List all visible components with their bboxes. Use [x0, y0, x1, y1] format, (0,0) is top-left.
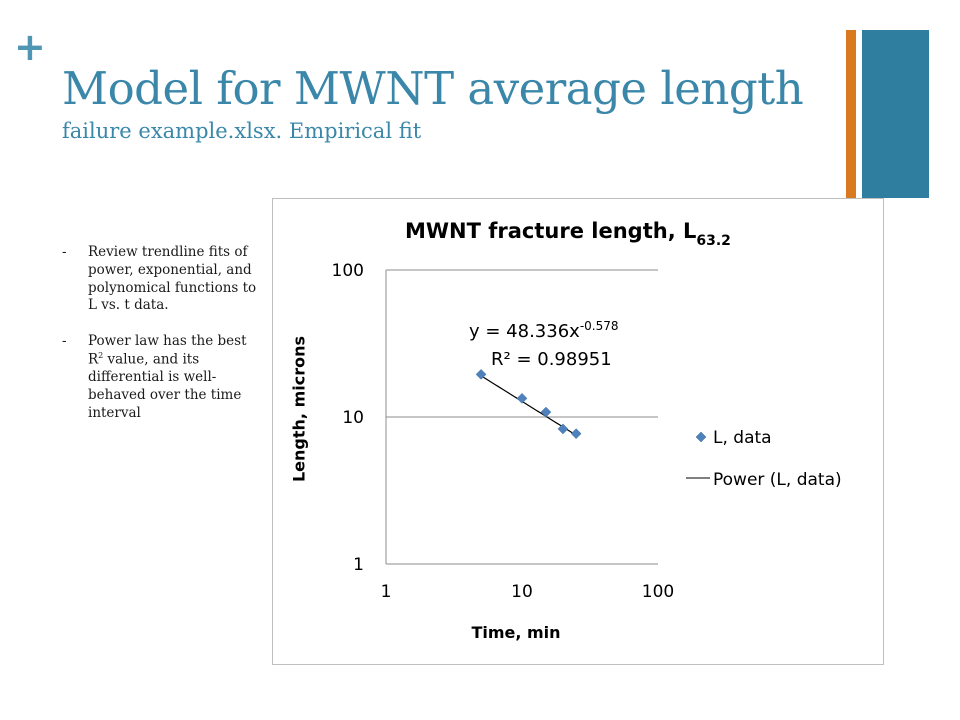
accent-bar-blue [862, 30, 929, 198]
y-tick-label: 1 [353, 555, 364, 575]
data-point [516, 392, 528, 404]
bullet-text-continued: value, and its differential is well-beha… [88, 351, 242, 421]
equation-base: y = 48.336x [469, 321, 580, 342]
x-tick-label: 1 [381, 582, 392, 602]
power-trendline [480, 375, 577, 436]
y-axis-label: Length, microns [289, 335, 309, 483]
chart-svg: 100 10 11 10 100 [332, 261, 710, 602]
r-squared-label: R² = 0.98951 [491, 349, 612, 370]
legend-marker-data [695, 431, 707, 443]
bullet-text: Power law has the best R [88, 333, 247, 368]
data-point [540, 406, 552, 418]
bullet-dash: - [62, 333, 67, 350]
slide-title: Model for MWNT average length [62, 62, 804, 115]
y-tick-label: 100 [332, 261, 364, 281]
trendline-equation: y = 48.336x-0.578 [469, 319, 619, 342]
legend-label-power: Power (L, data) [713, 470, 842, 490]
data-point [570, 428, 582, 440]
bullet-item: - Power law has the best R2 value, and i… [62, 333, 258, 423]
bullet-dash: - [62, 244, 67, 260]
bullet-superscript: 2 [98, 351, 104, 361]
legend-label-data: L, data [713, 428, 772, 448]
y-tick-label: 10 [342, 408, 364, 428]
slide-subtitle: failure example.xlsx. Empirical fit [62, 119, 422, 143]
accent-bar-orange [846, 30, 856, 198]
bullet-list: - Review trendline fits of power, expone… [62, 244, 258, 441]
bullet-item: - Review trendline fits of power, expone… [62, 244, 258, 315]
data-point [557, 423, 569, 435]
bullet-text: Review trendline fits of power, exponent… [88, 244, 257, 314]
chart-title: MWNT fracture length, L63.2 [405, 219, 731, 249]
equation-exponent: -0.578 [579, 319, 619, 333]
x-axis-label: Time, min [471, 623, 561, 642]
chart-title-subscript: 63.2 [696, 233, 731, 249]
x-tick-label: 100 [642, 582, 674, 602]
slide-plus-mark: + [14, 25, 46, 69]
x-tick-label: 10 [511, 582, 533, 602]
chart-frame: 100 10 1 1 10 100 MWNT fracture length, L63.2… [272, 198, 884, 665]
chart-title-text: MWNT fracture length, L [405, 219, 697, 243]
data-point [475, 369, 487, 380]
